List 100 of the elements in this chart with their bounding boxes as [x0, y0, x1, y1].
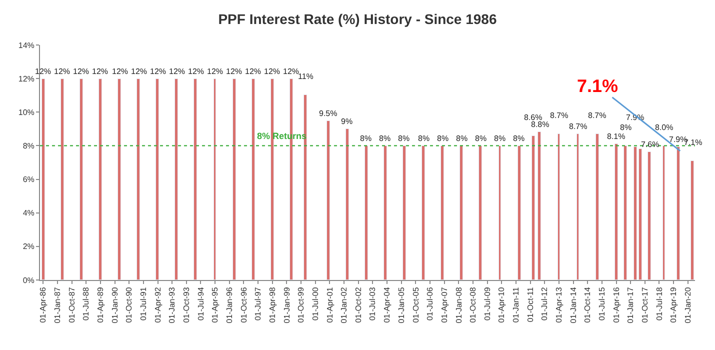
- data-label: 8%: [620, 123, 632, 132]
- data-label: 8%: [494, 134, 506, 143]
- x-tick-label: 01-Oct-02: [354, 286, 363, 323]
- data-label: 9%: [341, 117, 353, 126]
- x-tick-label: 01-Oct-90: [124, 286, 134, 323]
- bar: [174, 78, 178, 280]
- bar: [422, 146, 425, 280]
- bar: [596, 134, 599, 280]
- bar: [478, 146, 482, 280]
- data-label: 12%: [92, 67, 108, 76]
- x-tick-label: 01-Apr-04: [382, 286, 392, 323]
- x-tick-label: 01-Oct-08: [468, 286, 478, 323]
- x-tick-label: 01-Jan-87: [53, 286, 62, 324]
- bar: [214, 78, 216, 280]
- bar: [440, 146, 444, 280]
- data-label: 12%: [188, 67, 204, 76]
- x-tick-label: 01-Oct-87: [67, 286, 76, 323]
- x-tick-label: 01-Apr-89: [96, 286, 106, 323]
- bar: [662, 146, 665, 280]
- data-label: 8%: [475, 134, 487, 143]
- x-tick-label: 01-Jan-11: [512, 286, 521, 323]
- x-tick-label: 01-Oct-96: [239, 286, 248, 323]
- bar: [346, 128, 349, 280]
- y-tick-label: 8%: [22, 142, 34, 151]
- data-label: 8%: [513, 134, 525, 143]
- bar: [384, 146, 387, 280]
- x-tick-label: 01-Jul-18: [654, 286, 664, 321]
- x-tick-label: 01-Jan-96: [225, 286, 234, 324]
- chart-title: PPF Interest Rate (%) History - Since 1986: [218, 10, 497, 27]
- data-label: 8%: [418, 134, 430, 143]
- x-tick-label: 01-Jul-15: [597, 286, 606, 321]
- bar: [232, 78, 236, 280]
- data-label: 12%: [245, 67, 262, 76]
- data-label: 12%: [35, 67, 52, 76]
- data-label: 7.6%: [641, 140, 660, 149]
- x-tick-label: 01-Oct-14: [583, 286, 592, 323]
- x-tick-label: 01-Jul-06: [426, 286, 435, 321]
- data-label: 12%: [131, 67, 148, 76]
- x-tick-label: 01-Jan-99: [282, 286, 292, 324]
- data-label: 8.7%: [569, 122, 588, 131]
- bar: [402, 146, 406, 280]
- bar: [676, 146, 680, 280]
- data-label: 8%: [456, 134, 468, 143]
- x-tick-label: 01-Oct-11: [526, 286, 535, 322]
- x-tick-label: 01-Jul-94: [196, 286, 206, 321]
- bar: [614, 144, 618, 280]
- bar: [80, 78, 83, 280]
- data-label: 8%: [398, 134, 410, 143]
- bar: [60, 78, 64, 280]
- data-label: 12%: [264, 67, 280, 76]
- bar: [156, 78, 159, 280]
- x-tick-label: 01-Apr-19: [669, 286, 678, 323]
- data-label: 8%: [360, 134, 372, 143]
- x-tick-label: 01-Jan-14: [568, 286, 578, 324]
- x-tick-label: 01-Apr-10: [497, 286, 506, 323]
- x-tick-label: 01-Jan-17: [626, 286, 636, 324]
- x-tick-label: 01-Oct-93: [182, 286, 192, 323]
- x-tick-label: 01-Jul-88: [82, 286, 91, 321]
- x-tick-label: 01-Jul-12: [540, 286, 550, 321]
- data-label: 12%: [283, 67, 300, 76]
- x-tick-label: 01-Apr-86: [38, 286, 48, 323]
- x-tick-label: 01-Jul-09: [482, 286, 492, 321]
- data-label: 8.0%: [655, 123, 674, 132]
- bar: [270, 78, 274, 280]
- y-tick-label: 2%: [22, 242, 34, 252]
- data-label: 8.7%: [550, 111, 568, 120]
- data-label: 12%: [207, 67, 224, 76]
- bar: [98, 78, 102, 280]
- x-tick-label: 01-Apr-95: [210, 286, 220, 323]
- data-label: 9.5%: [319, 109, 338, 118]
- y-tick-label: 12%: [18, 74, 34, 84]
- bar: [648, 152, 651, 280]
- bar: [532, 136, 535, 280]
- x-tick-label: 01-Jul-91: [138, 286, 148, 321]
- data-label: 12%: [54, 67, 70, 76]
- x-tick-label: 01-Jan-90: [110, 286, 120, 324]
- bar: [690, 160, 694, 280]
- bar: [194, 78, 197, 280]
- x-tick-label: 01-Jul-03: [368, 286, 378, 321]
- data-label: 12%: [73, 67, 90, 76]
- x-tick-label: 01-Apr-98: [268, 286, 277, 323]
- bar: [518, 146, 521, 280]
- bar: [252, 78, 255, 280]
- y-tick-label: 0%: [22, 276, 34, 285]
- x-tick-label: 01-Apr-13: [554, 286, 564, 323]
- x-tick-label: 01-Jan-20: [684, 286, 693, 324]
- bar: [576, 134, 579, 280]
- annotation: 7.1%: [577, 76, 618, 96]
- data-label: 12%: [169, 67, 186, 76]
- data-label: 11%: [298, 72, 314, 81]
- data-label: 8.7%: [588, 111, 606, 120]
- x-tick-label: 01-Oct-99: [296, 286, 306, 323]
- bar: [118, 78, 121, 280]
- x-tick-label: 01-Jan-93: [168, 286, 177, 324]
- x-tick-label: 01-Jan-02: [340, 286, 349, 324]
- data-label: 12%: [226, 67, 242, 76]
- x-tick-label: 01-Apr-07: [440, 286, 449, 323]
- bar: [498, 146, 501, 280]
- bar: [364, 146, 368, 280]
- x-tick-label: 01-Jan-08: [454, 286, 464, 324]
